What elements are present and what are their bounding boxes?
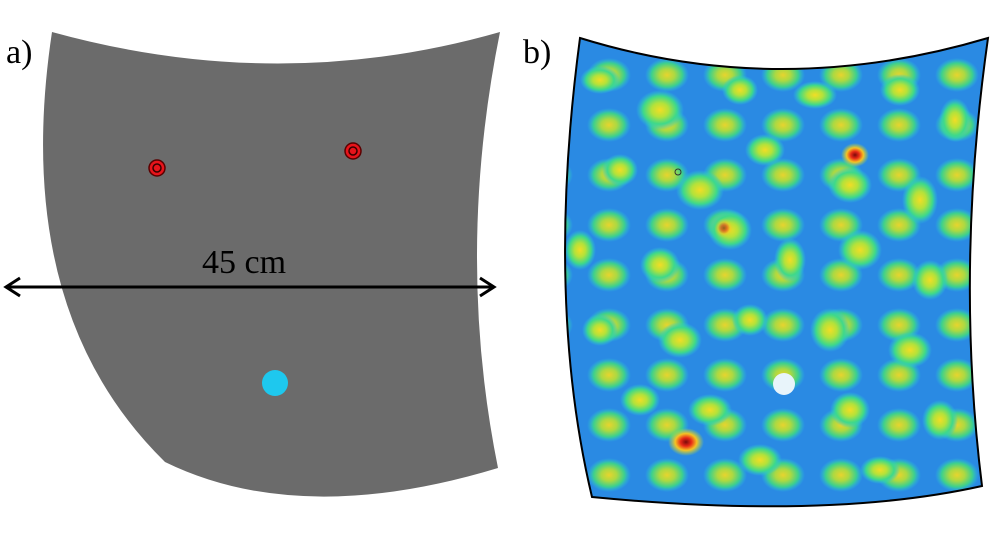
source-marker [262, 370, 288, 396]
receiver-marker-field [674, 168, 682, 176]
panel-a-label: a) [6, 34, 33, 71]
field-map-outline [564, 36, 990, 508]
panel-b-label: b) [523, 34, 552, 71]
plate-shape [43, 32, 500, 497]
field-map [565, 38, 988, 507]
dimension-label: 45 cm [202, 244, 287, 281]
receiver-marker-right [344, 142, 362, 160]
source-marker-field [773, 373, 795, 395]
dimension-arrow [3, 276, 497, 298]
receiver-marker-left [148, 159, 166, 177]
